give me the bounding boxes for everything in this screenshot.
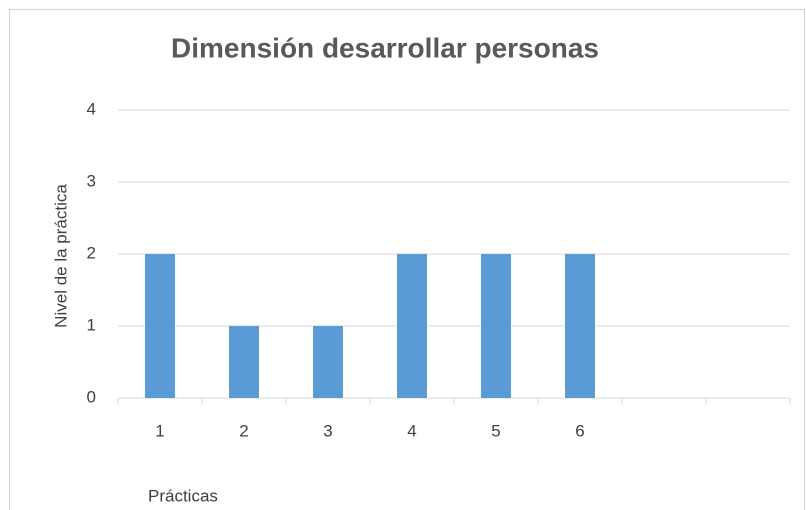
y-axis-label: Nivel de la práctica <box>51 184 70 328</box>
y-tick-label: 4 <box>87 99 96 118</box>
bar <box>565 254 595 398</box>
y-tick-label: 2 <box>87 243 96 262</box>
x-tick-label: 6 <box>575 421 584 440</box>
y-tick-label: 1 <box>87 315 96 334</box>
x-tick-label: 5 <box>491 421 500 440</box>
bar <box>397 254 427 398</box>
x-tick-label: 1 <box>155 421 164 440</box>
x-tick-label: 3 <box>323 421 332 440</box>
x-axis-label: Prácticas <box>148 486 218 505</box>
x-tick-label: 2 <box>239 421 248 440</box>
chart-title: Dimensión desarrollar personas <box>171 32 599 63</box>
bar <box>481 254 511 398</box>
bar <box>229 326 259 398</box>
y-tick-label: 0 <box>87 387 96 406</box>
y-tick-label: 3 <box>87 171 96 190</box>
bar <box>313 326 343 398</box>
x-tick-label: 4 <box>407 421 416 440</box>
bar <box>145 254 175 398</box>
